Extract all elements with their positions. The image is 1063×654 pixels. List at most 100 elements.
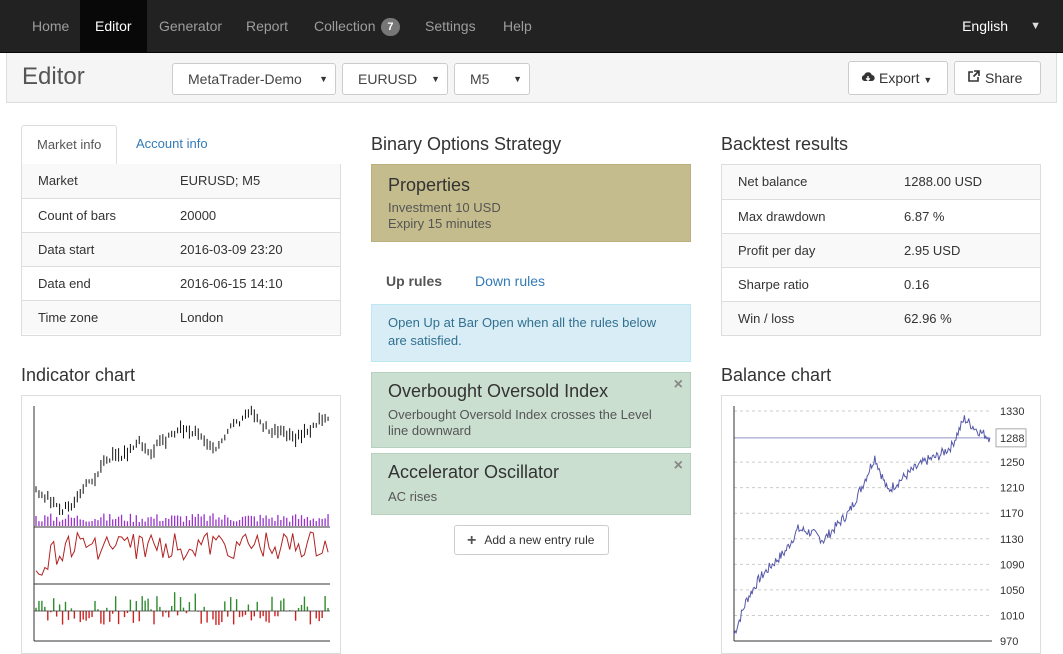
table-row: Net balance 1288.00 USD	[722, 165, 1040, 199]
expiry-text: Expiry 15 minutes	[388, 216, 492, 231]
properties-heading: Properties	[388, 175, 471, 195]
period-select-value: M5	[470, 71, 490, 87]
y-tick-label: 970	[1000, 636, 1018, 648]
row-value: 2016-03-09 23:20	[164, 231, 340, 266]
y-tick-label: 1050	[1000, 585, 1024, 597]
rule-card-accelerator[interactable]: Accelerator Oscillator AC rises ×	[371, 453, 691, 515]
row-label: Count of bars	[22, 197, 164, 232]
plus-icon: +	[467, 532, 477, 549]
balance-chart: 1330 1288 1250 1210 1170 1130 1090 1050 1010 970	[721, 395, 1041, 654]
balance-chart-svg: 1330 1288 1250 1210 1170 1130 1090 1050 1010 970	[733, 406, 1027, 648]
table-row: Market EURUSD; M5	[22, 164, 340, 198]
row-value: 20000	[164, 197, 340, 232]
y-tick-label: 1130	[1000, 534, 1024, 546]
strategy-title: Binary Options Strategy	[371, 134, 562, 154]
add-entry-rule-label: Add a new entry rule	[484, 533, 595, 547]
properties-panel[interactable]: Properties Investment 10 USD Expiry 15 m…	[371, 164, 691, 242]
export-button[interactable]: Export ▼	[848, 61, 948, 95]
collection-count-badge: 7	[381, 18, 400, 36]
backtest-table: Net balance 1288.00 USD Max drawdown 6.87 …	[722, 165, 1040, 335]
nav-editor-label: Editor	[95, 18, 132, 34]
y-tick-label: 1250	[1000, 457, 1024, 469]
tab-up-rules[interactable]: Up rules	[386, 273, 443, 289]
symbol-select[interactable]: EURUSD ▼	[342, 63, 448, 95]
y-tick-label: 1010	[1000, 610, 1024, 622]
caret-down-icon[interactable]: ▼	[1030, 20, 1041, 32]
y-tick-label: 1090	[1000, 559, 1024, 571]
investment-text: Investment 10 USD	[388, 200, 501, 215]
table-row: Data start 2016-03-09 23:20	[22, 231, 340, 266]
nav-report-label: Report	[246, 18, 289, 34]
table-row: Count of bars 20000	[22, 197, 340, 232]
caret-down-icon: ▼	[319, 74, 328, 84]
y-tick-label: 1210	[1000, 483, 1024, 495]
row-label: Net balance	[722, 165, 888, 199]
nav-help[interactable]: Help	[488, 0, 547, 52]
export-label: Export	[879, 70, 920, 86]
table-row: Data end 2016-06-15 14:10	[22, 265, 340, 300]
server-select-value: MetaTrader-Demo	[188, 71, 302, 87]
table-row: Time zone London	[22, 299, 340, 334]
row-label: Data start	[22, 231, 164, 266]
balance-chart-title: Balance chart	[721, 365, 832, 385]
row-label: Market	[22, 164, 164, 198]
page-title: Editor	[22, 63, 85, 90]
row-value: 2016-06-15 14:10	[164, 265, 340, 300]
rule-description: AC rises	[388, 489, 438, 504]
row-value: 2.95 USD	[888, 232, 1040, 267]
cloud-download-icon	[861, 62, 879, 94]
close-icon[interactable]: ×	[673, 457, 683, 474]
symbol-select-value: EURUSD	[358, 71, 418, 87]
nav-collection-label: Collection	[314, 18, 376, 34]
table-row: Sharpe ratio 0.16	[722, 266, 1040, 301]
table-row: Max drawdown 6.87 %	[722, 198, 1040, 233]
nav-settings-label: Settings	[425, 18, 476, 34]
table-row: Profit per day 2.95 USD	[722, 232, 1040, 267]
y-tick-label: 1330	[1000, 406, 1024, 418]
share-label: Share	[985, 70, 1023, 86]
share-icon	[967, 62, 985, 94]
tab-market-info[interactable]: Market info	[21, 125, 118, 166]
current-balance-label: 1288	[1000, 433, 1024, 445]
nav-editor[interactable]: Editor	[80, 0, 147, 52]
language-selector[interactable]: English	[962, 18, 1008, 34]
nav-generator-label: Generator	[159, 18, 223, 34]
period-select[interactable]: M5 ▼	[454, 63, 530, 95]
row-label: Win / loss	[722, 300, 888, 335]
backtest-title: Backtest results	[721, 134, 849, 154]
nav-home-label: Home	[32, 18, 70, 34]
nav-report[interactable]: Report	[231, 0, 303, 52]
table-row: Win / loss 62.96 %	[722, 300, 1040, 335]
oscillator-line	[35, 531, 329, 576]
editor-toolbar: Editor MetaTrader-Demo ▼ EURUSD ▼ M5 ▼ Expo…	[6, 53, 1057, 103]
rule-description: Overbought Oversold Index crosses the Le…	[388, 407, 652, 438]
add-entry-rule-button[interactable]: + Add a new entry rule	[454, 525, 609, 555]
server-select[interactable]: MetaTrader-Demo ▼	[172, 63, 336, 95]
caret-down-icon: ▼	[923, 75, 933, 85]
nav-home[interactable]: Home	[17, 0, 84, 52]
backtest-panel: Net balance 1288.00 USD Max drawdown 6.87 …	[721, 164, 1041, 336]
share-button[interactable]: Share	[954, 61, 1041, 95]
top-navbar: Home Editor Generator Report Collection …	[0, 0, 1063, 53]
tab-down-rules[interactable]: Down rules	[475, 273, 546, 289]
nav-collection[interactable]: Collection 7	[299, 0, 415, 52]
indicator-chart	[21, 395, 341, 654]
row-label: Time zone	[22, 299, 164, 334]
row-label: Sharpe ratio	[722, 266, 888, 301]
close-icon[interactable]: ×	[673, 376, 683, 393]
nav-generator[interactable]: Generator	[144, 0, 237, 52]
market-info-table: Market EURUSD; M5 Count of bars 20000 Data…	[22, 164, 340, 334]
row-label: Data end	[22, 265, 164, 300]
indicator-chart-svg	[33, 405, 330, 642]
rule-card-overbought-oversold[interactable]: Overbought Oversold Index Overbought Ove…	[371, 372, 691, 448]
balance-series-line	[733, 415, 991, 635]
row-value: 1288.00 USD	[888, 165, 1040, 199]
row-value: 62.96 %	[888, 300, 1040, 335]
rule-title: Overbought Oversold Index	[388, 381, 609, 401]
indicator-chart-title: Indicator chart	[21, 365, 136, 385]
tab-account-info[interactable]: Account info	[136, 136, 208, 151]
row-value: London	[164, 299, 340, 334]
caret-down-icon: ▼	[431, 74, 440, 84]
nav-settings[interactable]: Settings	[410, 0, 491, 52]
rule-title: Accelerator Oscillator	[388, 462, 560, 482]
